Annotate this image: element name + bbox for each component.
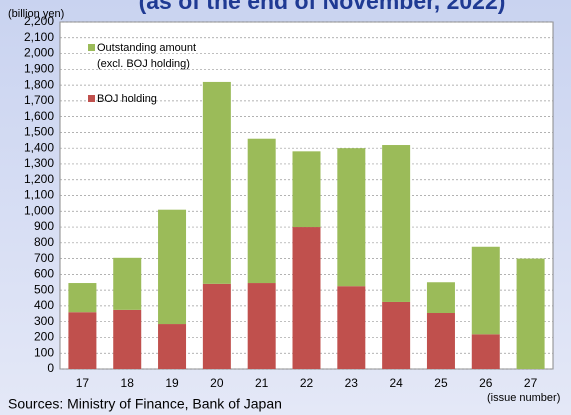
bar-segment [337, 286, 366, 369]
x-tick-label: 18 [121, 376, 135, 390]
y-tick-label: 1,600 [24, 109, 54, 123]
y-tick-label: 200 [34, 330, 54, 344]
y-tick-label: 100 [34, 345, 54, 359]
y-tick-label: 1,000 [24, 203, 54, 217]
y-tick-label: 0 [47, 361, 54, 375]
bar-segment [426, 313, 455, 369]
bar-segment [471, 334, 500, 369]
x-tick-label: 23 [345, 376, 359, 390]
bar-segment [382, 145, 411, 302]
y-tick-label: 2,200 [24, 14, 54, 28]
y-tick-label: 1,400 [24, 140, 54, 154]
x-tick-label: 27 [524, 376, 538, 390]
y-tick-label: 400 [34, 298, 54, 312]
bar-segment [516, 258, 545, 369]
x-tick-label: 24 [389, 376, 403, 390]
bar-segment [202, 81, 231, 284]
y-tick-label: 600 [34, 267, 54, 281]
bar-segment [382, 301, 411, 369]
bar-segment [471, 246, 500, 335]
bar-segment [68, 312, 97, 369]
y-tick-label: 1,500 [24, 125, 54, 139]
x-tick-label: 26 [479, 376, 493, 390]
x-axis-label: (issue number) [487, 392, 560, 404]
y-tick-label: 2,000 [24, 46, 54, 60]
legend-swatch [88, 95, 95, 102]
legend-swatch [88, 44, 95, 51]
x-tick-label: 22 [300, 376, 314, 390]
y-tick-label: 700 [34, 251, 54, 265]
x-tick-label: 19 [165, 376, 179, 390]
y-tick-label: 1,200 [24, 172, 54, 186]
legend-label: Outstanding amount (excl. BOJ holding) [97, 42, 196, 70]
y-tick-label: 300 [34, 314, 54, 328]
y-tick-label: 1,800 [24, 77, 54, 91]
chart-title: (as of the end of November, 2022) [139, 0, 506, 14]
y-tick-label: 1,900 [24, 61, 54, 75]
bar-segment [158, 209, 187, 325]
x-tick-label: 25 [434, 376, 448, 390]
y-tick-label: 2,100 [24, 30, 54, 44]
bar-segment [292, 227, 321, 369]
bar-segment [158, 324, 187, 369]
source: Sources: Ministry of Finance, Bank of Ja… [8, 396, 282, 412]
y-tick-label: 1,100 [24, 188, 54, 202]
x-tick-label: 17 [76, 376, 90, 390]
bar-segment [113, 257, 142, 310]
y-axis-label: (billion yen) [8, 8, 64, 20]
y-tick-label: 1,300 [24, 156, 54, 170]
x-tick-label: 20 [210, 376, 224, 390]
bar-segment [337, 148, 366, 287]
legend-label: BOJ holding [97, 93, 157, 105]
y-tick-label: 900 [34, 219, 54, 233]
bar-segment [68, 283, 97, 313]
bar-segment [202, 283, 231, 369]
bar-segment [247, 283, 276, 369]
bar-segment [292, 151, 321, 228]
y-tick-label: 1,700 [24, 93, 54, 107]
bar-segment [247, 138, 276, 284]
y-tick-label: 800 [34, 235, 54, 249]
y-tick-label: 500 [34, 282, 54, 296]
bar-segment [113, 309, 142, 369]
x-tick-label: 21 [255, 376, 269, 390]
bar-segment [426, 282, 455, 314]
